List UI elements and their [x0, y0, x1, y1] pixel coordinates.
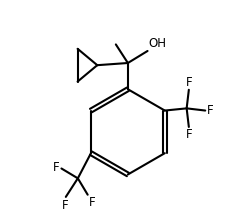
Text: OH: OH [149, 37, 167, 50]
Text: F: F [185, 76, 192, 89]
Text: F: F [53, 161, 60, 174]
Text: F: F [185, 128, 192, 141]
Text: F: F [207, 104, 214, 117]
Text: F: F [62, 199, 68, 212]
Text: F: F [89, 196, 95, 209]
